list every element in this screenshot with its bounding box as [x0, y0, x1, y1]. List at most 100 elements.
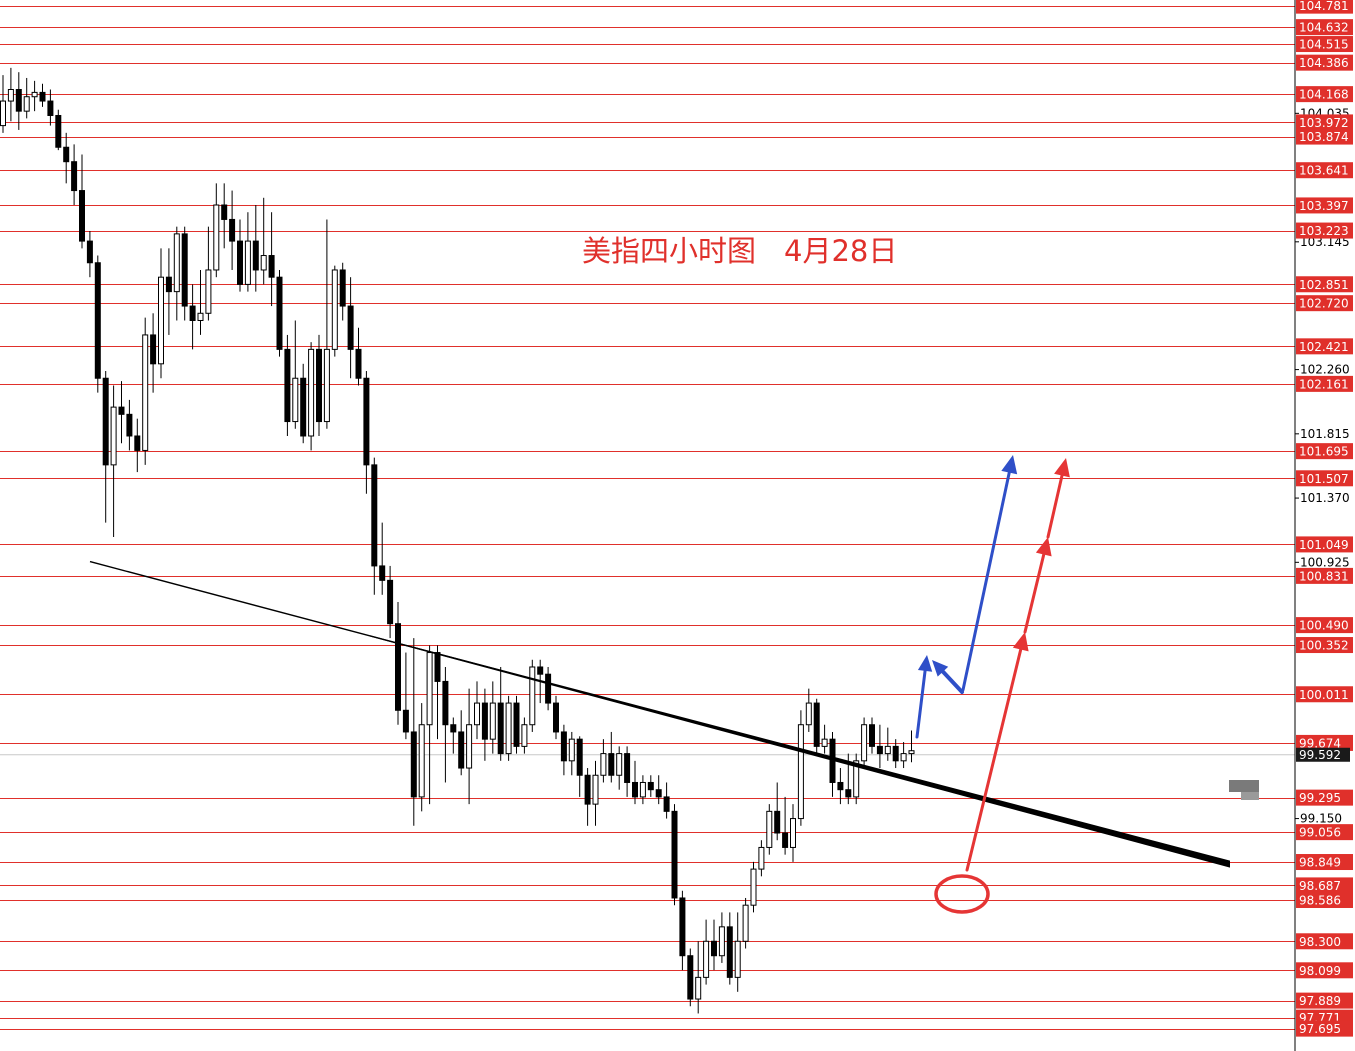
- candle-body-61: [481, 702, 488, 740]
- chart-shift-marker-tail: [1241, 792, 1259, 800]
- candle-body-92: [726, 926, 733, 978]
- candle-body-113: [892, 745, 899, 762]
- candle-body-38: [300, 377, 307, 437]
- candle-body-66: [521, 724, 528, 747]
- candle-body-40: [316, 348, 322, 423]
- level-label-bg-31: [1296, 1020, 1353, 1037]
- annotations: [915, 455, 1259, 914]
- level-label-27: 98.300: [1299, 935, 1341, 949]
- blue-arrow-1-shaft: [915, 669, 927, 739]
- level-label-bg-24: [1296, 854, 1353, 871]
- candle-body-106: [837, 781, 844, 791]
- level-label-bg-15: [1296, 470, 1353, 487]
- candle-body-84: [663, 796, 670, 812]
- axis-tick-label-5: 100.925: [1300, 555, 1350, 569]
- chart-title: 美指四小时图 4月28日: [582, 228, 925, 270]
- subtitle-text: 4月28日: [784, 234, 898, 268]
- candle-body-95: [750, 868, 757, 906]
- candle-body-48: [379, 565, 386, 581]
- level-label-bg-10: [1296, 276, 1353, 293]
- candle-body-74: [584, 774, 591, 805]
- candle-body-96: [758, 846, 765, 870]
- level-label-bg-1: [1296, 19, 1353, 36]
- level-label-bg-7: [1296, 162, 1353, 179]
- axis-tick-label-4: 101.370: [1300, 491, 1350, 505]
- candle-body-83: [655, 789, 662, 798]
- current-price-tag: [1296, 747, 1350, 762]
- candle-body-72: [568, 738, 575, 762]
- level-label-7: 103.641: [1299, 164, 1349, 178]
- level-label-28: 98.099: [1299, 964, 1341, 978]
- level-label-bg-11: [1296, 295, 1353, 312]
- level-label-bg-21: [1296, 734, 1353, 751]
- candle-body-0: [0, 100, 6, 127]
- candle-body-57: [450, 724, 457, 733]
- candle-body-17: [134, 435, 141, 451]
- candle-body-23: [181, 233, 188, 307]
- candle-body-73: [576, 738, 583, 776]
- level-label-bg-4: [1296, 86, 1353, 103]
- candle-body-85: [671, 810, 678, 899]
- blue-arrow-1-head: [917, 655, 933, 672]
- candle-body-30: [237, 240, 243, 285]
- level-lines: [0, 6, 1295, 1030]
- red-arrow-3-shaft: [1046, 474, 1064, 539]
- candle-body-82: [647, 781, 654, 791]
- level-label-0: 104.781: [1299, 0, 1349, 13]
- candle-body-58: [458, 731, 465, 769]
- level-label-6: 103.874: [1299, 130, 1349, 144]
- candle-body-51: [402, 709, 409, 733]
- level-label-13: 102.161: [1299, 377, 1349, 391]
- level-label-bg-25: [1296, 877, 1353, 894]
- candle-body-77: [608, 753, 615, 776]
- candle-body-98: [774, 810, 781, 834]
- candle-body-3: [23, 96, 30, 112]
- candle-body-36: [284, 348, 291, 423]
- candle-body-31: [244, 240, 251, 285]
- level-label-4: 104.168: [1299, 88, 1349, 102]
- level-label-bg-8: [1296, 197, 1353, 214]
- candle-body-43: [339, 269, 346, 307]
- level-label-bg-17: [1296, 567, 1353, 584]
- level-label-bg-16: [1296, 536, 1353, 553]
- candle-body-62: [489, 702, 496, 740]
- candle-body-115: [908, 750, 915, 755]
- level-label-29: 97.889: [1299, 994, 1341, 1008]
- level-label-bg-20: [1296, 686, 1353, 703]
- candle-body-26: [205, 269, 212, 314]
- level-label-20: 100.011: [1299, 688, 1349, 702]
- level-label-bg-13: [1296, 375, 1353, 392]
- level-label-bg-14: [1296, 443, 1353, 460]
- candle-body-90: [711, 940, 717, 957]
- level-label-bg-6: [1296, 128, 1353, 145]
- level-label-12: 102.421: [1299, 340, 1349, 354]
- candle-body-103: [813, 702, 820, 747]
- candles: [0, 67, 915, 1014]
- red-arrow-1-head: [1012, 632, 1029, 652]
- candle-body-69: [545, 673, 552, 704]
- candle-body-42: [331, 269, 338, 350]
- candle-body-63: [497, 702, 504, 755]
- candle-body-76: [600, 753, 607, 776]
- level-label-16: 101.049: [1299, 538, 1349, 552]
- level-label-bg-29: [1296, 992, 1353, 1009]
- candle-body-75: [592, 774, 599, 805]
- blue-arrow-3-shaft: [961, 471, 1011, 692]
- level-label-8: 103.397: [1299, 199, 1349, 213]
- candle-body-102: [805, 702, 812, 726]
- candle-body-68: [537, 666, 544, 675]
- candle-body-41: [323, 348, 330, 423]
- candle-body-20: [158, 276, 164, 365]
- trendline: [370, 635, 1230, 868]
- candle-body-14: [110, 406, 117, 466]
- candle-body-88: [695, 976, 702, 1000]
- level-label-11: 102.720: [1299, 297, 1349, 311]
- candle-body-49: [387, 579, 394, 625]
- candle-body-6: [47, 100, 54, 116]
- candle-body-18: [142, 334, 149, 451]
- candle-body-97: [766, 810, 773, 848]
- chart-shift-marker: [1229, 780, 1259, 792]
- level-label-bg-22: [1296, 789, 1353, 806]
- level-label-bg-12: [1296, 338, 1353, 355]
